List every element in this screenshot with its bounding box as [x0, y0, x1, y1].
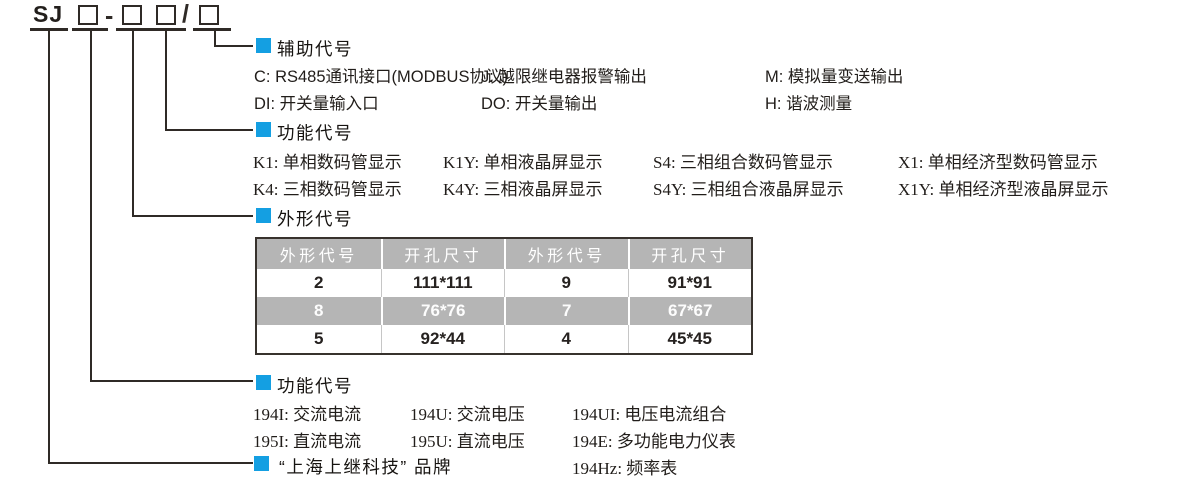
aux-item-m: M: 模拟量变送输出 [765, 68, 904, 86]
table-cell: 7 [504, 297, 628, 325]
display-item-k1y: K1Y: 单相液晶屏显示 [443, 153, 603, 172]
table-header-cell: 外形代号 [279, 248, 358, 265]
elbow-shape [132, 214, 253, 217]
underline-box-3 [150, 28, 186, 31]
table-cell: 2 [314, 273, 324, 292]
connector-function [90, 29, 93, 382]
func-item-194u: 194U: 交流电压 [410, 405, 525, 424]
table-cell: 67*67 [627, 297, 752, 325]
table-cell: 4 [504, 325, 628, 353]
elbow-brand [48, 461, 253, 464]
section-title-shape: 外形代号 [277, 209, 353, 229]
code-box-4 [199, 5, 219, 25]
table-row: 5 92*44 4 45*45 [257, 325, 751, 353]
aux-item-do: DO: 开关量输出 [481, 95, 598, 113]
connector-display [165, 29, 168, 131]
table-header-cell: 开孔尺寸 [627, 239, 752, 269]
table-header-cell: 开孔尺寸 [380, 239, 505, 269]
aux-item-h: H: 谐波测量 [765, 95, 853, 113]
underline-box-4 [193, 28, 231, 31]
table-cell: 76*76 [380, 297, 505, 325]
display-item-s4: S4: 三相组合数码管显示 [653, 153, 833, 172]
hyphen-separator: - [105, 2, 114, 30]
aux-item-j: J: 越限继电器报警输出 [481, 68, 647, 86]
aux-item-di: DI: 开关量输入口 [254, 95, 379, 113]
connector-brand [48, 29, 51, 464]
elbow-function [90, 379, 253, 382]
section-title-display: 功能代号 [277, 123, 353, 143]
table-header-cell: 外形代号 [504, 239, 628, 269]
table-cell: 92*44 [380, 325, 505, 353]
table-row: 8 76*76 7 67*67 [257, 297, 751, 325]
table-cell: 9 [504, 269, 628, 297]
bullet-square-shape [256, 208, 271, 223]
code-box-2 [122, 5, 142, 25]
code-box-1 [78, 5, 98, 25]
code-box-3 [156, 5, 176, 25]
bullet-square-display [256, 122, 271, 137]
display-item-k1: K1: 单相数码管显示 [253, 153, 402, 172]
connector-shape [132, 29, 135, 217]
table-cell: 45*45 [627, 325, 752, 353]
section-title-auxiliary: 辅助代号 [277, 39, 353, 59]
display-item-x1: X1: 单相经济型数码管显示 [898, 153, 1098, 172]
slash-separator: / [182, 0, 189, 28]
section-title-brand: “上海上继科技” 品牌 [279, 457, 453, 477]
aux-item-c: C: RS485通讯接口(MODBUS协议) [254, 68, 508, 86]
display-item-s4y: S4Y: 三相组合液晶屏显示 [653, 180, 844, 199]
func-item-195i: 195I: 直流电流 [253, 432, 362, 451]
bullet-square-auxiliary [256, 38, 271, 53]
shape-size-table: 外形代号 开孔尺寸 外形代号 开孔尺寸 2 111*111 9 91*91 8 … [255, 237, 753, 355]
bullet-square-function [256, 375, 271, 390]
func-item-194ui: 194UI: 电压电流组合 [572, 405, 727, 424]
table-header-row: 外形代号 开孔尺寸 外形代号 开孔尺寸 [257, 239, 751, 269]
table-row: 2 111*111 9 91*91 [257, 269, 751, 297]
bullet-square-brand [254, 456, 269, 471]
connector-auxiliary [214, 29, 217, 47]
func-item-194i: 194I: 交流电流 [253, 405, 362, 424]
func-item-194e: 194E: 多功能电力仪表 [572, 432, 736, 451]
elbow-auxiliary [214, 44, 253, 47]
display-item-k4: K4: 三相数码管显示 [253, 180, 402, 199]
table-cell: 8 [314, 301, 324, 320]
func-item-194hz: 194Hz: 频率表 [572, 459, 678, 478]
section-title-function: 功能代号 [277, 376, 353, 396]
table-cell: 5 [314, 329, 324, 348]
display-item-k4y: K4Y: 三相液晶屏显示 [443, 180, 603, 199]
table-cell: 91*91 [627, 269, 752, 297]
display-item-x1y: X1Y: 单相经济型液晶屏显示 [898, 180, 1109, 199]
func-item-195u: 195U: 直流电压 [410, 432, 525, 451]
elbow-display [165, 128, 253, 131]
table-cell: 111*111 [380, 269, 505, 297]
model-prefix: SJ [33, 1, 64, 27]
